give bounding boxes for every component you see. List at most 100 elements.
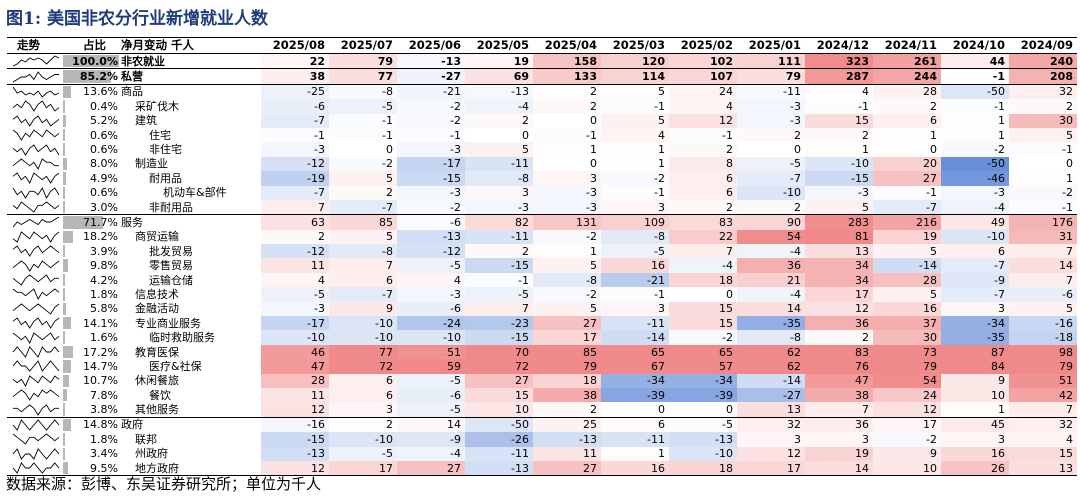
value-cell: 36: [805, 316, 873, 331]
value-cell: 120: [601, 53, 669, 70]
sparkline-path: [12, 375, 60, 387]
value-cell: -14: [873, 258, 941, 273]
value-cell: 2: [533, 99, 601, 114]
share-cell: 8.0%: [63, 157, 121, 171]
value-cell: -5: [397, 373, 465, 388]
industry-name: 非农就业: [121, 53, 261, 70]
value-cell: -5: [329, 99, 397, 114]
value-cell: 59: [397, 359, 465, 374]
sparkline-path: [12, 346, 60, 358]
table-row: 3.4% 州政府 -13 -5 -4 -11 11 1 -10 12 19 9 16 15: [7, 446, 1077, 461]
value-cell: 287: [805, 68, 873, 85]
value-cell: 1: [805, 142, 873, 157]
industry-name: 其他服务: [135, 403, 179, 417]
value-cell: -1: [941, 99, 1009, 114]
trend-sparkline: [7, 157, 63, 171]
value-cell: 5: [533, 258, 601, 273]
value-cell: -1: [329, 127, 397, 143]
value-cell: -5: [465, 287, 533, 302]
value-cell: -4: [737, 287, 805, 302]
value-cell: 11: [533, 446, 601, 461]
value-cell: 10: [941, 387, 1009, 403]
share-bar: [63, 288, 65, 301]
trend-sparkline: [7, 186, 63, 200]
industry-name: 商品: [121, 83, 261, 100]
share-value: 0.6%: [90, 143, 118, 157]
value-cell: 2: [261, 229, 329, 245]
value-cell: -7: [737, 171, 805, 186]
value-cell: 70: [465, 344, 533, 360]
value-cell: -15: [261, 432, 329, 447]
value-cell: 2: [533, 402, 601, 418]
sparkline-path: [12, 172, 60, 185]
value-cell: 87: [941, 344, 1009, 360]
value-cell: 32: [1009, 83, 1077, 100]
trend-sparkline: [7, 114, 63, 128]
value-cell: 1: [601, 156, 669, 172]
value-cell: 5: [873, 287, 941, 302]
trend-sparkline: [7, 171, 63, 185]
value-cell: 2: [1009, 99, 1077, 114]
sparkline-path: [12, 186, 60, 199]
value-cell: -6: [397, 214, 465, 230]
share-value: 100.0%: [72, 54, 118, 68]
sparkline-path: [12, 100, 60, 113]
value-cell: 79: [329, 53, 397, 70]
value-cell: 24: [669, 83, 737, 100]
trend-sparkline: [7, 460, 63, 477]
value-cell: 13: [1009, 460, 1077, 477]
header-date: 2024/12: [805, 37, 873, 54]
sparkline-path: [12, 433, 60, 446]
value-cell: 18: [669, 272, 737, 288]
share-bar: [63, 259, 69, 272]
value-cell: 10: [465, 402, 533, 418]
share-value: 9.8%: [90, 259, 118, 273]
industry-name: 耐用品: [149, 171, 182, 185]
value-cell: 0: [533, 113, 601, 128]
value-cell: -19: [261, 171, 329, 186]
industry-name: 批发贸易: [149, 244, 193, 258]
value-cell: 65: [601, 344, 669, 360]
value-cell: -16: [1009, 316, 1077, 331]
value-cell: -2: [941, 142, 1009, 157]
value-cell: -46: [941, 171, 1009, 186]
value-cell: 323: [805, 53, 873, 70]
share-bar: [63, 245, 66, 258]
value-cell: 5: [329, 229, 397, 245]
value-cell: -5: [397, 258, 465, 273]
table-row: 5.2% 建筑 -7 -1 -2 2 0 5 12 -3 15 6 1 30: [7, 113, 1077, 128]
trend-sparkline: [7, 330, 63, 344]
value-cell: 20: [873, 156, 941, 172]
industry-name: 教育医保: [135, 345, 179, 359]
table-row: 10.7% 休闲餐旅 28 6 -5 27 18 -34 -34 -14 47 54 9 51: [7, 373, 1077, 388]
trend-sparkline: [7, 214, 63, 230]
value-cell: 15: [465, 387, 533, 403]
value-cell: -6: [1009, 287, 1077, 302]
value-cell: -1: [397, 127, 465, 143]
share-cell: 3.4%: [63, 447, 121, 461]
value-cell: -23: [465, 316, 533, 331]
value-cell: 16: [601, 460, 669, 477]
trend-sparkline: [7, 316, 63, 330]
value-cell: -13: [397, 229, 465, 245]
value-cell: 83: [805, 344, 873, 360]
share-bar: [63, 461, 69, 475]
value-cell: -2: [397, 199, 465, 215]
value-cell: 85: [329, 214, 397, 230]
value-cell: -17: [261, 316, 329, 331]
value-cell: 102: [669, 53, 737, 70]
value-cell: -1: [941, 68, 1009, 85]
share-bar: [63, 302, 67, 316]
value-cell: 1: [601, 446, 669, 461]
value-cell: 4: [601, 127, 669, 143]
share-cell: 17.2%: [63, 345, 121, 359]
value-cell: 82: [465, 214, 533, 230]
header-date: 2025/05: [465, 37, 533, 54]
value-cell: 9: [941, 373, 1009, 388]
share-cell: 5.2%: [63, 114, 121, 128]
value-cell: 79: [873, 359, 941, 374]
value-cell: 17: [873, 416, 941, 433]
value-cell: -11: [465, 229, 533, 245]
value-cell: -15: [397, 171, 465, 186]
value-cell: -1: [601, 287, 669, 302]
